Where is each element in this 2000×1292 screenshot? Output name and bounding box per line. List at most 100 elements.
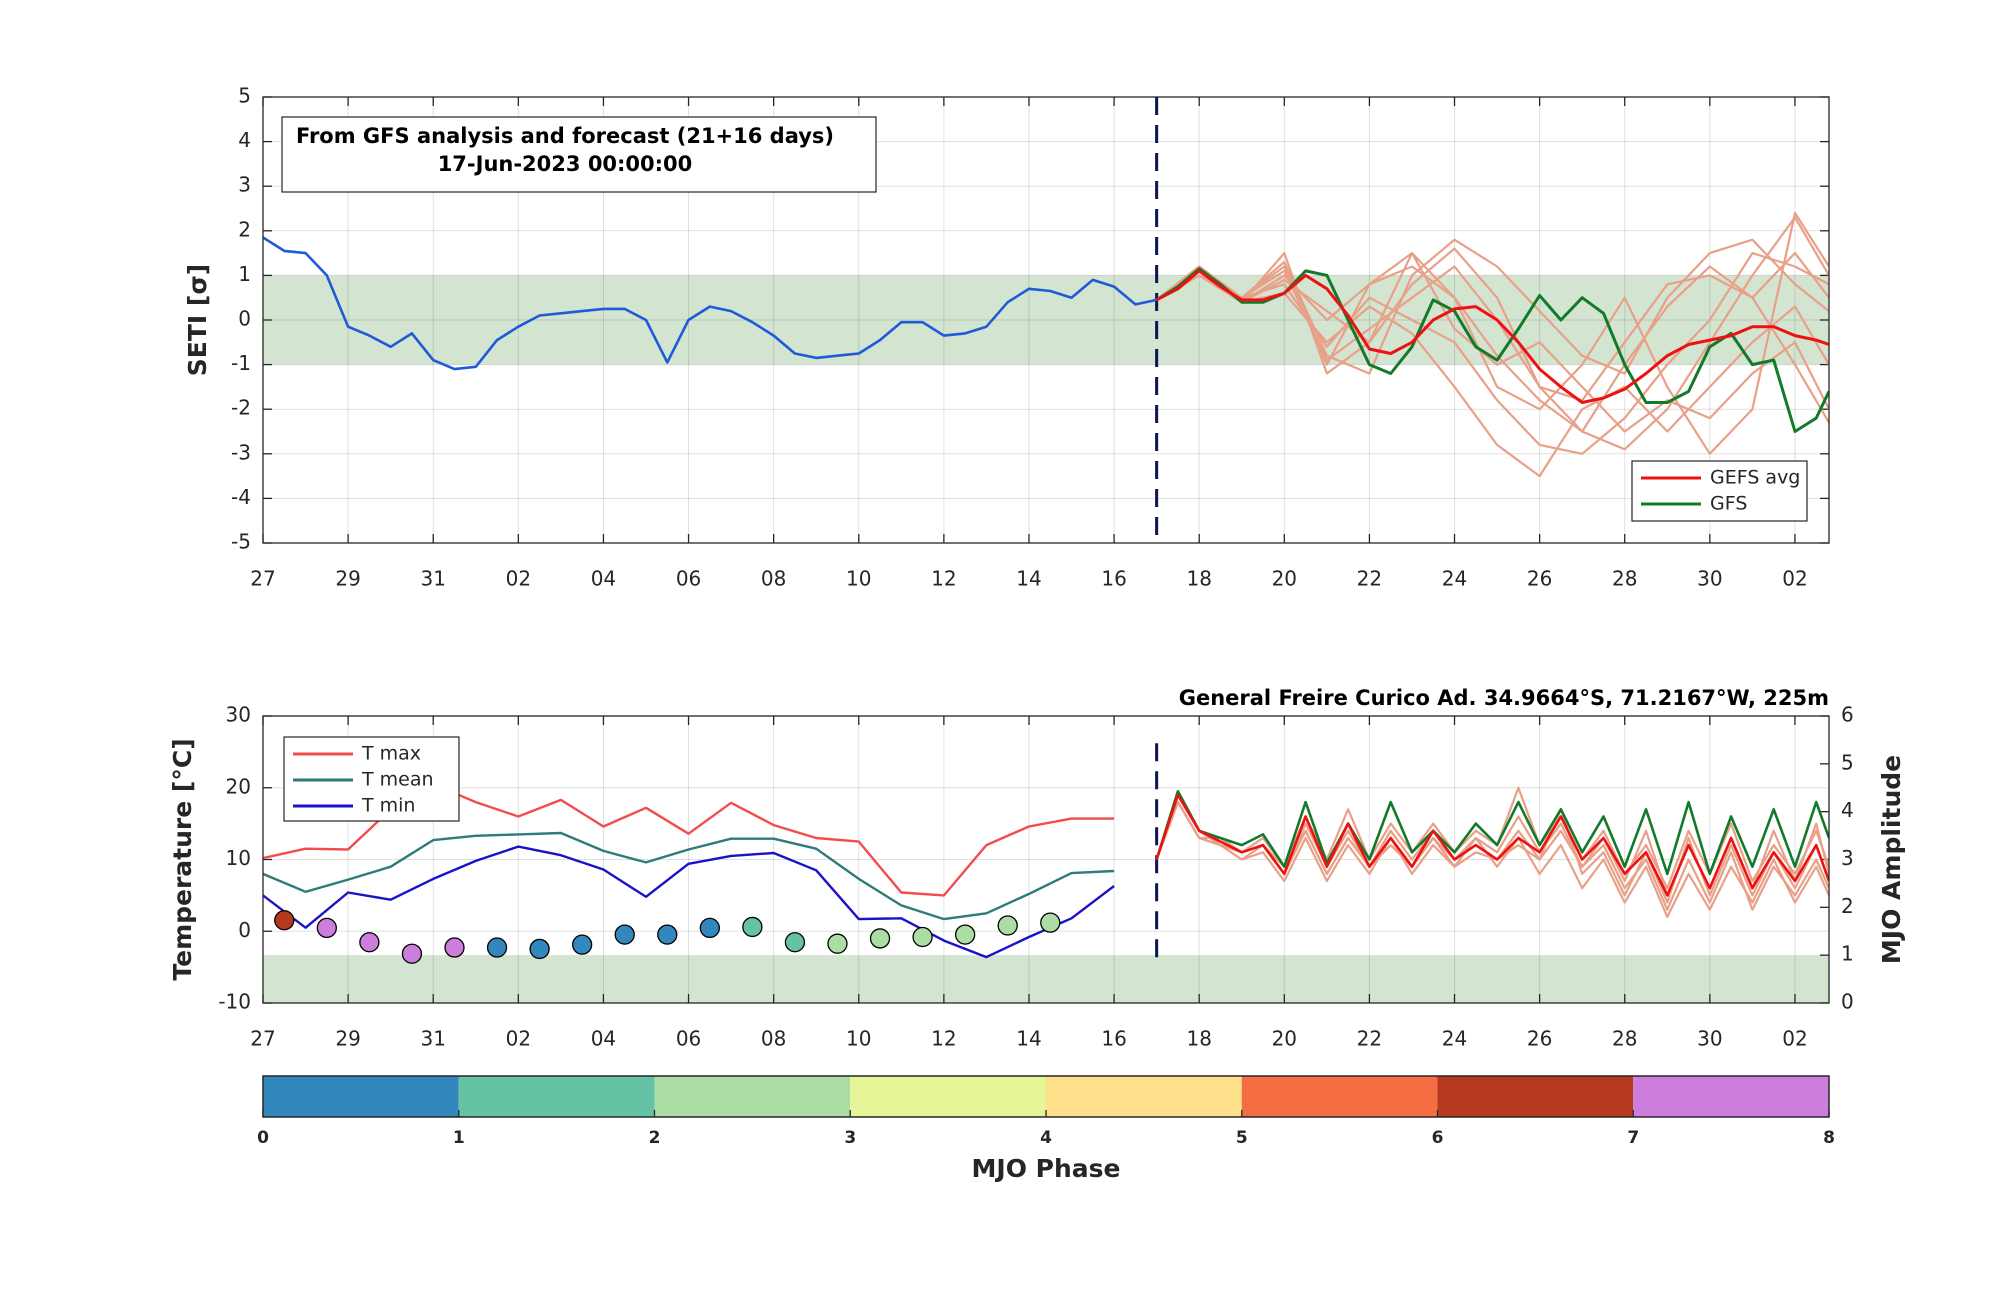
x-tick-label: 18 [1186,567,1211,591]
colorbar-segment [1633,1076,1829,1117]
x-tick-label: 26 [1527,1027,1552,1051]
x-tick-label: 27 [250,567,275,591]
x-tick-label: 02 [1782,1027,1807,1051]
colorbar-tick-label: 8 [1823,1128,1835,1148]
x-tick-label: 31 [420,1027,445,1051]
colorbar-tick-label: 4 [1040,1128,1052,1148]
colorbar-segment [263,1076,459,1117]
x-tick-label: 04 [591,567,616,591]
x-tick-label: 26 [1527,567,1552,591]
x-tick-label: 12 [931,567,956,591]
x-tick-label: 10 [846,567,871,591]
colorbar-tick-label: 3 [844,1128,856,1148]
y2-tick-label: 5 [1841,750,1854,774]
y-tick-label: -3 [231,440,251,464]
ensemble-member [1155,238,1829,375]
mjo-point [699,917,720,939]
mjo-point [486,937,508,958]
ensemble-member [1155,265,1829,433]
y-tick-label: 3 [238,173,251,197]
colorbar-segment [1437,1076,1634,1117]
annotation: From GFS analysis and forecast (21+16 da… [296,124,834,148]
mjo-point [572,934,593,955]
x-tick-label: 08 [761,567,786,591]
ensemble-member [1155,801,1829,918]
annotation: 17-Jun-2023 00:00:00 [438,152,693,176]
colorbar-tick-label: 7 [1627,1128,1639,1148]
x-tick-label: 20 [1272,1027,1297,1051]
y-tick-label: -2 [231,396,251,420]
colorbar-tick-label: 2 [649,1128,661,1148]
mjo-point [742,916,763,938]
y2-tick-label: 4 [1841,798,1854,822]
y2-tick-label: 3 [1841,846,1854,870]
y-tick-label: 20 [226,774,251,798]
y-tick-label: -4 [231,485,251,509]
ensemble-member [1155,216,1829,451]
mjo-point [274,910,295,931]
colorbar-segment [1241,1076,1438,1117]
mjo-point [401,943,423,964]
ensemble-member [1156,252,1829,455]
mjo-point [869,928,891,949]
forecast-line [1155,790,1829,876]
y2-tick-label: 6 [1841,703,1854,727]
colorbar-segment [458,1076,655,1117]
x-tick-label: 28 [1612,1027,1637,1051]
band [263,955,1829,1003]
y-tick-label: 0 [238,918,251,942]
x-tick-label: 20 [1272,567,1297,591]
y-tick-label: -5 [231,530,251,554]
x-tick-label: 22 [1357,567,1382,591]
x-tick-label: 18 [1186,1027,1211,1051]
x-tick-label: 04 [591,1027,616,1051]
y2-tick-label: 2 [1841,894,1854,918]
forecast-line [1155,793,1829,897]
temperature-line [263,831,1115,921]
annotation-box [281,116,877,193]
y-tick-label: 1 [238,262,251,286]
mjo-point [529,938,550,960]
ensemble-member [1155,252,1829,433]
colorbar-tick-label: 0 [257,1128,269,1148]
mjo-point [997,915,1018,936]
y-axis-label: SETI [σ] [183,264,212,376]
mjo-point [954,924,976,945]
y-tick-label: 0 [238,307,251,331]
mjo-point [912,926,933,948]
y-tick-label: 2 [238,217,251,241]
x-tick-label: 16 [1101,567,1126,591]
colorbar-segment [654,1076,851,1117]
mjo-point [614,924,635,945]
colorbar-segment [850,1076,1046,1117]
colorbar-tick-label: 5 [1236,1128,1248,1148]
x-tick-label: 02 [1782,567,1807,591]
y-tick-label: 4 [238,128,251,152]
legend-label: GEFS avg [1710,467,1800,489]
legend-label: GFS [1710,493,1747,515]
ensemble-member [1155,211,1829,455]
colorbar-tick-label: 1 [453,1128,465,1148]
mjo-point [1040,912,1061,933]
x-tick-label: 06 [676,567,701,591]
forecast-line [1155,269,1829,404]
y-tick-label: 5 [238,84,251,108]
axes-frame [262,715,1830,1004]
mjo-point [657,924,678,945]
x-tick-label: 12 [931,1027,956,1051]
x-tick-label: 30 [1697,567,1722,591]
x-tick-label: 29 [335,567,360,591]
observed-line [263,236,1157,371]
legend-label: T min [361,795,415,817]
x-tick-label: 08 [761,1027,786,1051]
axes-frame [262,96,1830,544]
x-tick-label: 28 [1612,567,1637,591]
legend-label: T max [361,743,421,765]
x-tick-label: 14 [1016,1027,1041,1051]
x-tick-label: 14 [1016,567,1041,591]
mjo-point [784,932,806,953]
y2-tick-label: 0 [1841,990,1854,1014]
y-tick-label: -10 [218,990,251,1014]
x-tick-label: 31 [420,567,445,591]
